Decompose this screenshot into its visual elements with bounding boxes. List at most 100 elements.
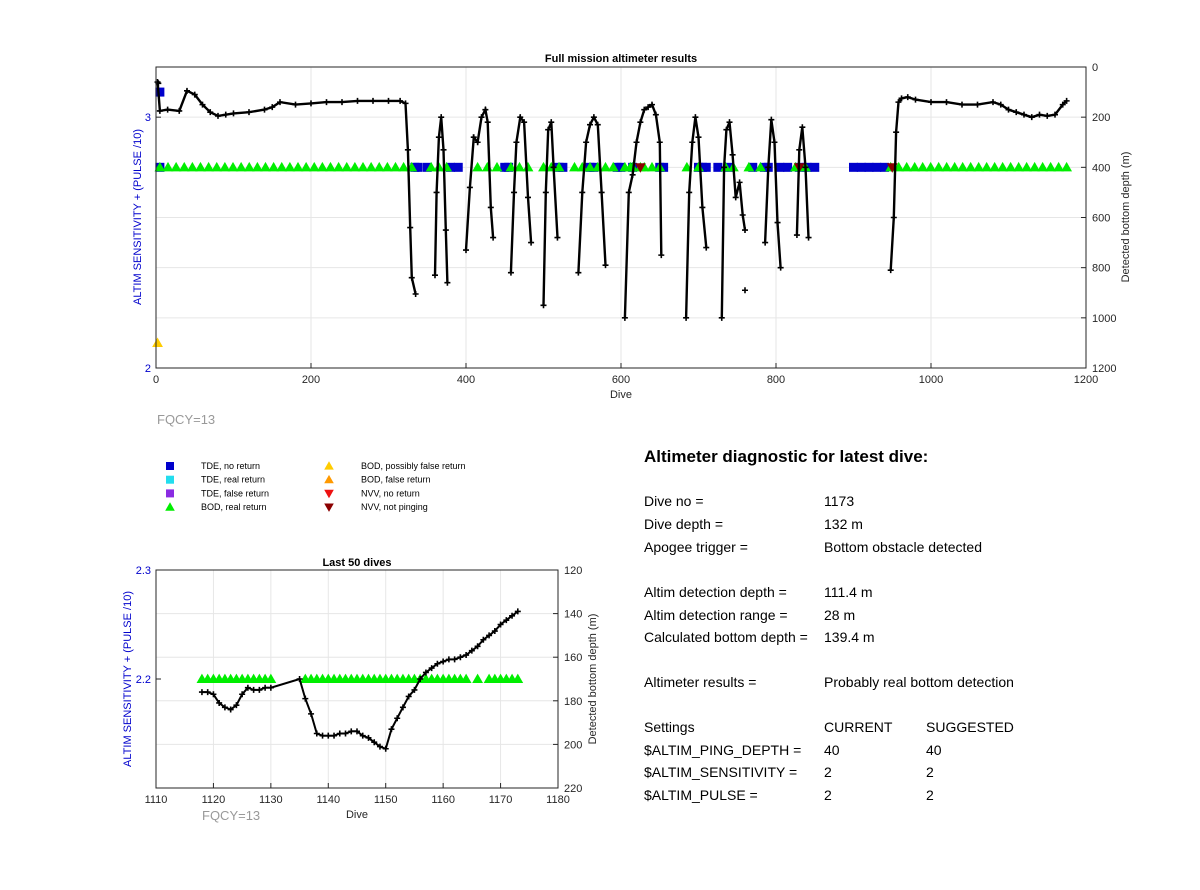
x-tick-label: 1160	[431, 794, 455, 806]
depth-point	[742, 287, 748, 294]
depth-point	[207, 109, 214, 116]
depth-point	[1044, 112, 1051, 119]
depth-point	[199, 101, 206, 108]
bod-real-return-marker	[251, 161, 263, 172]
depth-point	[230, 110, 237, 117]
depth-point	[497, 621, 504, 628]
x-tick-label: 1180	[546, 794, 570, 806]
depth-point	[204, 689, 211, 696]
bod-real-return-marker	[949, 161, 961, 172]
bod-real-return-marker	[1037, 161, 1049, 172]
bod-real-return-marker	[170, 161, 182, 172]
y-axis-right-label: Detected bottom depth (m)	[587, 614, 599, 745]
bod-real-return-marker	[398, 161, 410, 172]
depth-point	[342, 730, 349, 737]
x-tick-label: 1170	[489, 794, 513, 806]
bod-real-return-marker	[341, 161, 353, 172]
depth-point	[542, 189, 549, 196]
bod-real-return-marker	[235, 161, 247, 172]
depth-point	[583, 139, 590, 146]
depth-point	[703, 244, 710, 251]
depth-point	[777, 264, 784, 271]
nvv-not-pinging-marker	[634, 163, 646, 173]
tde-no-return-marker	[713, 162, 723, 172]
bod-real-return-marker	[755, 161, 766, 172]
setting-label: $ALTIM_SENSITIVITY =	[644, 764, 797, 780]
depth-point	[408, 274, 415, 281]
diag-label: Altim detection range =	[644, 607, 788, 623]
settings-header-label: Settings	[644, 719, 695, 735]
depth-point	[590, 114, 597, 121]
depth-point	[517, 114, 524, 121]
depth-point	[359, 732, 366, 739]
depth-point	[511, 189, 518, 196]
bod-real-return-marker	[433, 161, 445, 172]
depth-point	[216, 699, 223, 706]
depth-point	[774, 219, 781, 226]
depth-point	[319, 732, 326, 739]
depth-point	[365, 734, 372, 741]
bod-real-return-marker	[989, 161, 1001, 172]
bod-real-return-marker	[268, 161, 280, 172]
depth-point	[718, 314, 725, 321]
depth-point	[407, 224, 414, 231]
bod-real-return-marker	[1005, 161, 1017, 172]
bod-real-return-marker	[284, 161, 296, 172]
depth-point	[466, 184, 473, 191]
tde-no-return-marker	[422, 162, 432, 172]
x-axis-label: Dive	[610, 389, 632, 401]
depth-point	[1013, 109, 1020, 116]
depth-point	[729, 151, 736, 158]
depth-point	[1052, 111, 1058, 118]
depth-point	[990, 99, 996, 106]
y-left-tick-label: 2.3	[136, 565, 151, 577]
tde-no-return-marker	[446, 162, 455, 172]
depth-point	[433, 189, 440, 196]
bod-real-return-marker	[357, 161, 369, 172]
diag-value: 111.4 m	[824, 584, 873, 600]
depth-point	[184, 87, 190, 94]
depth-point	[548, 119, 555, 126]
depth-point	[732, 194, 739, 201]
depth-point	[726, 119, 733, 126]
depth-point	[250, 686, 257, 693]
depth-point	[438, 114, 445, 121]
y-axis-left-label: ALTIM SENSITIVITY + (PULSE /10)	[132, 129, 144, 305]
depth-point	[796, 146, 803, 153]
depth-point	[509, 612, 516, 619]
bod-real-return-marker	[162, 161, 174, 172]
depth-point	[277, 99, 283, 106]
depth-point	[221, 704, 228, 711]
depth-point	[490, 234, 497, 241]
y-right-tick-label: 200	[564, 739, 582, 751]
bod-real-return-marker	[243, 161, 255, 172]
bod-real-return-marker	[276, 161, 288, 172]
depth-point	[468, 647, 475, 654]
diagnostic-heading: Altimeter diagnostic for latest dive:	[644, 447, 928, 466]
y-right-tick-label: 220	[564, 783, 582, 795]
depth-point	[404, 146, 411, 153]
tde-no-return-marker	[413, 162, 423, 172]
depth-point	[296, 676, 303, 682]
setting-current: 40	[824, 742, 840, 758]
tde-no-return-marker	[453, 162, 463, 172]
depth-point	[1059, 101, 1066, 108]
depth-point	[997, 101, 1004, 108]
legend-label-bod-real-return: BOD, real return	[201, 502, 267, 512]
depth-point	[434, 660, 441, 667]
depth-point	[371, 739, 378, 746]
x-axis-label: Dive	[346, 809, 368, 821]
depth-point	[793, 232, 800, 239]
bod-real-return-marker	[472, 673, 483, 684]
depth-point	[432, 272, 438, 279]
bod-real-return-marker	[154, 161, 166, 172]
bod-real-return-marker	[390, 161, 401, 172]
depth-point	[428, 665, 435, 672]
depth-point	[457, 654, 464, 661]
depth-point	[210, 691, 217, 698]
depth-point	[484, 119, 491, 126]
bod-real-return-marker	[227, 161, 239, 172]
depth-point	[739, 211, 746, 218]
depth-point	[397, 97, 404, 104]
depth-line	[577, 114, 607, 273]
